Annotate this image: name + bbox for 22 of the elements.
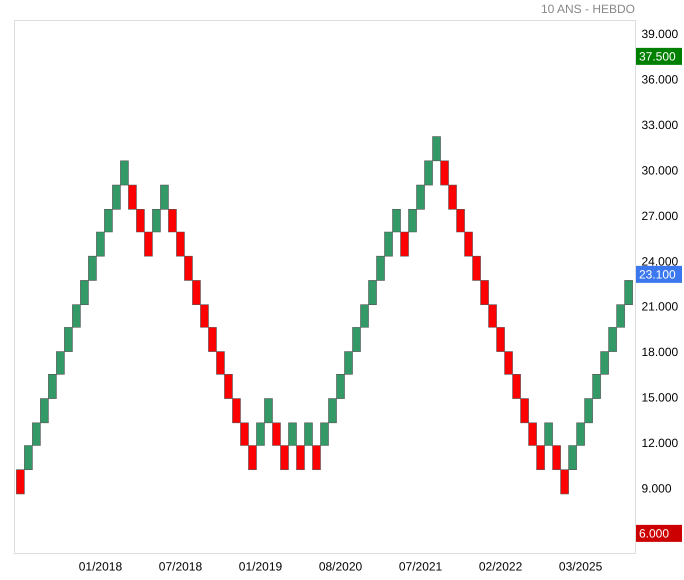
y-tick-label: 33.000 bbox=[642, 118, 679, 132]
x-tick-label: 03/2025 bbox=[558, 560, 603, 574]
x-tick-label: 01/2019 bbox=[238, 560, 282, 574]
x-tick-label: 07/2021 bbox=[398, 560, 443, 574]
ref-line-label: 23.100 bbox=[639, 267, 676, 282]
y-tick-label: 15.000 bbox=[642, 390, 679, 405]
x-tick-label: 07/2018 bbox=[158, 560, 202, 574]
y-tick-label: 36.000 bbox=[642, 72, 679, 87]
y-tick-label: 9.000 bbox=[642, 481, 672, 496]
ref-line-label: 37.500 bbox=[639, 49, 676, 64]
chart-title: 10 ANS - HEBDO bbox=[540, 2, 635, 16]
x-tick-label: 08/2020 bbox=[318, 560, 363, 574]
y-tick-label: 18.000 bbox=[642, 345, 679, 360]
y-tick-label: 27.000 bbox=[642, 208, 679, 223]
x-tick-label: 01/2018 bbox=[78, 560, 122, 574]
y-tick-label: 24.000 bbox=[642, 254, 679, 268]
ref-line-label: 6.000 bbox=[639, 526, 670, 540]
y-tick-label: 12.000 bbox=[642, 436, 679, 450]
y-tick-label: 39.000 bbox=[642, 27, 679, 42]
y-tick-label: 21.000 bbox=[642, 300, 679, 314]
y-tick-label: 30.000 bbox=[642, 163, 679, 178]
x-tick-label: 02/2022 bbox=[478, 560, 523, 574]
